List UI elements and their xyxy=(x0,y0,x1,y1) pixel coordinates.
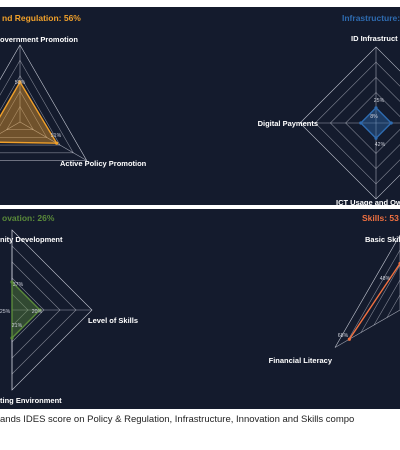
figure-caption: ands IDES score on Policy & Regulation, … xyxy=(0,413,400,426)
value-label: 25% xyxy=(0,309,11,315)
data-point xyxy=(389,121,393,125)
data-area xyxy=(348,263,400,340)
axis-label: ting Environment xyxy=(0,396,62,405)
axis-label: Digital Payments xyxy=(258,119,318,128)
value-label: 20% xyxy=(32,309,43,315)
value-label: 48% xyxy=(380,276,391,282)
chart-title: nd Regulation: 56% xyxy=(2,13,81,23)
data-point xyxy=(18,80,22,84)
grid-ring xyxy=(0,44,88,161)
data-area xyxy=(11,280,41,340)
value-label: 25% xyxy=(374,98,385,104)
value-label: 68% xyxy=(338,333,349,339)
grid-ring xyxy=(334,234,400,348)
axis-spoke xyxy=(19,121,87,161)
axis-label: nity Development xyxy=(0,235,63,244)
axis-label: Basic Skil xyxy=(365,235,400,244)
axis-label: Active Policy Promotion xyxy=(60,159,147,168)
data-point xyxy=(10,336,14,340)
radar-charts-bottom: ovation: 26% nity Development Level of Ski… xyxy=(0,213,400,405)
radar-panel-top: nd Regulation: 56% overnment Promotion Act… xyxy=(0,7,400,205)
value-label: 8% xyxy=(370,114,378,120)
grid-ring xyxy=(347,249,400,341)
data-point xyxy=(55,141,59,145)
data-point xyxy=(374,136,378,140)
data-point xyxy=(374,106,378,110)
chart-title: ovation: 26% xyxy=(2,213,55,223)
value-label: 21% xyxy=(12,323,23,329)
axis-label: ICT Usage and Ow xyxy=(336,198,400,205)
chart-title: Skills: 53 xyxy=(362,213,399,223)
radar-chart-2: ovation: 26% nity Development Level of Ski… xyxy=(0,213,138,405)
data-point xyxy=(347,337,351,341)
data-point xyxy=(10,280,14,284)
grid-ring xyxy=(0,59,74,154)
grid-ring xyxy=(373,279,400,326)
data-point xyxy=(38,308,42,312)
data-point xyxy=(359,121,363,125)
value-label: 42% xyxy=(375,142,386,148)
grid-ring xyxy=(6,105,34,130)
chart-title: Infrastructure: xyxy=(342,13,400,23)
value-label: 50% xyxy=(15,80,26,86)
axis-label: overnment Promotion xyxy=(0,35,78,44)
value-label: 37% xyxy=(13,282,24,288)
radar-chart-0: nd Regulation: 56% overnment Promotion Act… xyxy=(0,13,147,168)
data-area xyxy=(0,80,58,144)
grid-ring xyxy=(0,90,48,138)
radar-panel-bottom: ovation: 26% nity Development Level of Ski… xyxy=(0,209,400,409)
grid-ring xyxy=(0,75,61,146)
axis-label: Financial Literacy xyxy=(269,356,333,365)
axis-spoke xyxy=(0,121,21,134)
grid-ring xyxy=(386,294,400,318)
caption-line-1: ands IDES score on Policy & Regulation, … xyxy=(0,414,355,425)
radar-chart-1: Infrastructure: ID Infrastruct Digital Pay… xyxy=(258,13,400,205)
axis-label: Level of Skills xyxy=(88,316,138,325)
axis-label: ID Infrastruct xyxy=(351,34,398,43)
value-label: 51% xyxy=(51,133,62,139)
radar-charts-top: nd Regulation: 56% overnment Promotion Act… xyxy=(0,13,400,205)
data-area xyxy=(359,106,393,140)
axis-spoke xyxy=(334,309,400,348)
radar-chart-3: Skills: 53 Basic Skil Financial Literacy 48… xyxy=(269,213,400,365)
